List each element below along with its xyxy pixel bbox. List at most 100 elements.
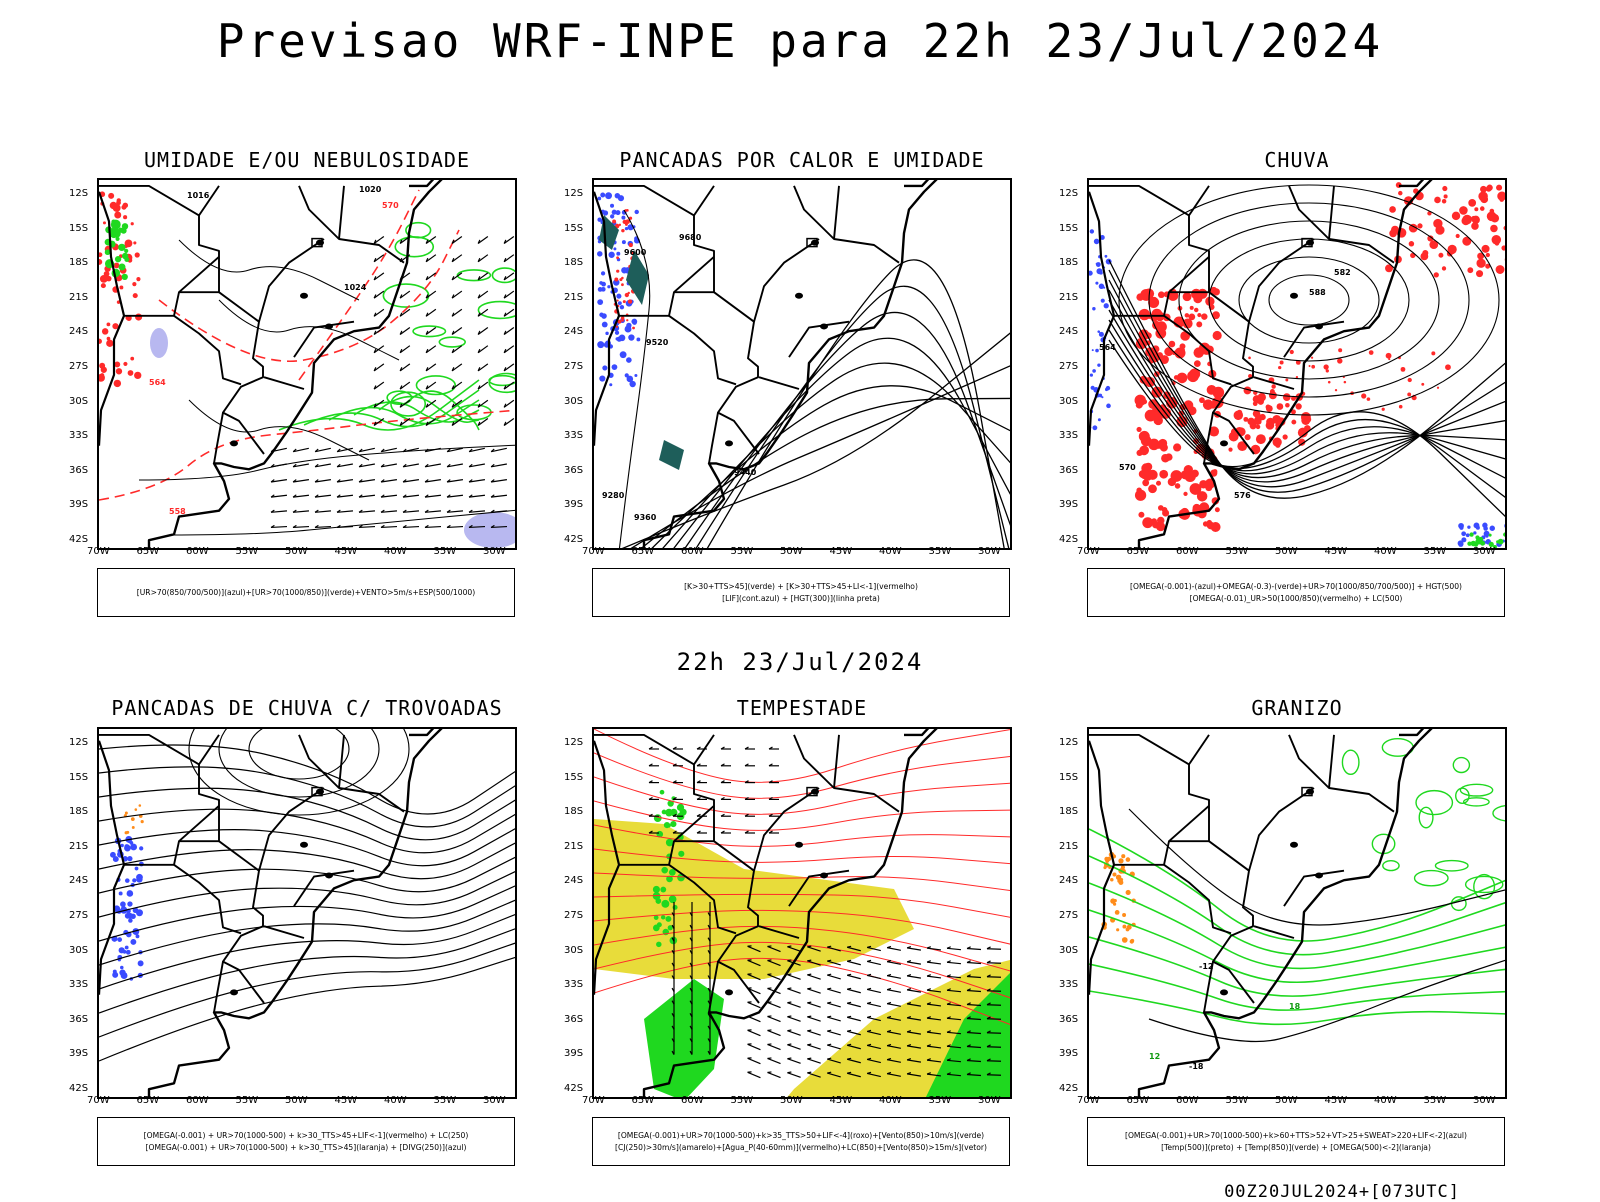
- y-tick-label: 39S: [69, 1048, 88, 1059]
- y-tick-label: 18S: [1059, 806, 1078, 817]
- y-tick-label: 18S: [564, 257, 583, 268]
- x-tick-label: 35W: [929, 1095, 952, 1106]
- x-tick-label: 35W: [1424, 1095, 1447, 1106]
- y-tick-label: 21S: [69, 292, 88, 303]
- y-tick-label: 36S: [1059, 465, 1078, 476]
- x-tick-label: 70W: [87, 546, 110, 557]
- x-tick-label: 45W: [1325, 546, 1348, 557]
- legend-line: [OMEGA(-0.001) + UR>70(1000-500) + k>30_…: [98, 1130, 514, 1142]
- y-tick-label: 24S: [564, 326, 583, 337]
- panel-title: UMIDADE E/OU NEBULOSIDADE: [97, 148, 517, 172]
- contour-label: 9600: [624, 248, 647, 257]
- x-tick-label: 65W: [137, 546, 160, 557]
- wind-vectors: [271, 448, 507, 527]
- y-tick-label: 30S: [69, 945, 88, 956]
- y-tick-label: 42S: [564, 534, 583, 545]
- hgt300-contour: [694, 286, 1012, 550]
- x-tick-label: 60W: [1176, 1095, 1199, 1106]
- y-tick-label: 33S: [1059, 430, 1078, 441]
- hgt500-contour: [1269, 275, 1349, 325]
- x-tick-label: 65W: [137, 1095, 160, 1106]
- streamline-250: [99, 827, 517, 866]
- y-tick-label: 39S: [1059, 1048, 1078, 1059]
- x-tick-label: 30W: [483, 546, 506, 557]
- map-panel: [97, 727, 517, 1099]
- contour-label: 18: [1289, 1002, 1301, 1011]
- y-tick-label: 15S: [564, 223, 583, 234]
- main-title: Previsao WRF-INPE para 22h 23/Jul/2024: [0, 14, 1600, 68]
- x-tick-label: 30W: [978, 1095, 1001, 1106]
- panel-title: CHUVA: [1087, 148, 1507, 172]
- contour-label: 564: [1099, 343, 1116, 352]
- y-tick-label: 27S: [69, 910, 88, 921]
- x-tick-label: 50W: [1275, 546, 1298, 557]
- y-tick-label: 24S: [1059, 875, 1078, 886]
- legend-line: [OMEGA(-0.001) + UR>70(1000-500) + k>30_…: [98, 1142, 514, 1154]
- x-tick-label: 50W: [780, 546, 803, 557]
- legend-line: [OMEGA(-0.001)+UR>70(1000-500)+k>35_TTS>…: [593, 1130, 1009, 1142]
- x-tick-label: 65W: [632, 1095, 655, 1106]
- teal-instability-area-2: [626, 250, 649, 305]
- panel-legend: [K>30+TTS>45](verde) + [K>30+TTS>45+LI<-…: [592, 568, 1010, 617]
- panel-title: TEMPESTADE: [592, 696, 1012, 720]
- hgt300-contour: [682, 312, 1012, 550]
- run-timestamp: 00Z20JUL2024+[073UTC]: [1224, 1182, 1460, 1202]
- y-tick-label: 30S: [564, 945, 583, 956]
- legend-line: [CJ(250)>30m/s](amarelo)+[Agua_P(40-60mm…: [593, 1142, 1009, 1154]
- streamline-250: [99, 809, 517, 853]
- x-tick-label: 55W: [1226, 546, 1249, 557]
- y-tick-label: 30S: [1059, 945, 1078, 956]
- temp500-contour-2: [1149, 959, 1507, 1042]
- contour-label: 9360: [634, 513, 657, 522]
- panel-legend: [OMEGA(-0.001)-(azul)+OMEGA(-0.3)-(verde…: [1087, 568, 1505, 617]
- red-dashed-spots: [99, 191, 142, 387]
- streamline-250: [99, 956, 517, 1061]
- x-tick-label: 70W: [87, 1095, 110, 1106]
- lavender-area: [150, 328, 168, 358]
- contour-label: 9680: [679, 233, 702, 242]
- contour-label: 9520: [646, 338, 669, 347]
- x-tick-label: 35W: [434, 1095, 457, 1106]
- y-tick-label: 39S: [69, 499, 88, 510]
- x-tick-label: 60W: [186, 1095, 209, 1106]
- x-tick-label: 55W: [731, 546, 754, 557]
- streamline-250: [99, 927, 517, 1013]
- hgt300-contour: [648, 386, 1012, 550]
- x-tick-label: 45W: [1325, 1095, 1348, 1106]
- y-tick-label: 36S: [564, 465, 583, 476]
- y-tick-label: 42S: [564, 1083, 583, 1094]
- y-tick-label: 15S: [69, 223, 88, 234]
- y-tick-label: 30S: [1059, 396, 1078, 407]
- x-tick-label: 40W: [879, 1095, 902, 1106]
- x-tick-label: 30W: [978, 546, 1001, 557]
- x-tick-label: 55W: [236, 1095, 259, 1106]
- y-tick-label: 15S: [1059, 223, 1078, 234]
- x-tick-label: 30W: [1473, 1095, 1496, 1106]
- contour-label: 564: [149, 378, 166, 387]
- y-tick-label: 12S: [69, 737, 88, 748]
- streamline-eddy: [189, 729, 409, 815]
- panel-title: GRANIZO: [1087, 696, 1507, 720]
- y-tick-label: 33S: [69, 979, 88, 990]
- y-tick-label: 18S: [1059, 257, 1078, 268]
- x-tick-label: 40W: [1374, 546, 1397, 557]
- x-tick-label: 70W: [1077, 1095, 1100, 1106]
- contour-label: 9280: [602, 491, 625, 500]
- y-tick-label: 27S: [564, 910, 583, 921]
- green-contours: [383, 223, 517, 420]
- contour-label: 558: [169, 507, 186, 516]
- teal-instability-area-3: [659, 440, 684, 470]
- temp850-green-contours: [1089, 739, 1507, 1025]
- x-tick-label: 45W: [335, 546, 358, 557]
- y-tick-label: 24S: [564, 875, 583, 886]
- legend-line: [K>30+TTS>45](verde) + [K>30+TTS>45+LI<-…: [593, 581, 1009, 593]
- y-tick-label: 21S: [564, 292, 583, 303]
- x-tick-label: 65W: [1127, 546, 1150, 557]
- y-tick-label: 39S: [1059, 499, 1078, 510]
- contour-label: 1020: [359, 185, 382, 194]
- y-tick-label: 33S: [1059, 979, 1078, 990]
